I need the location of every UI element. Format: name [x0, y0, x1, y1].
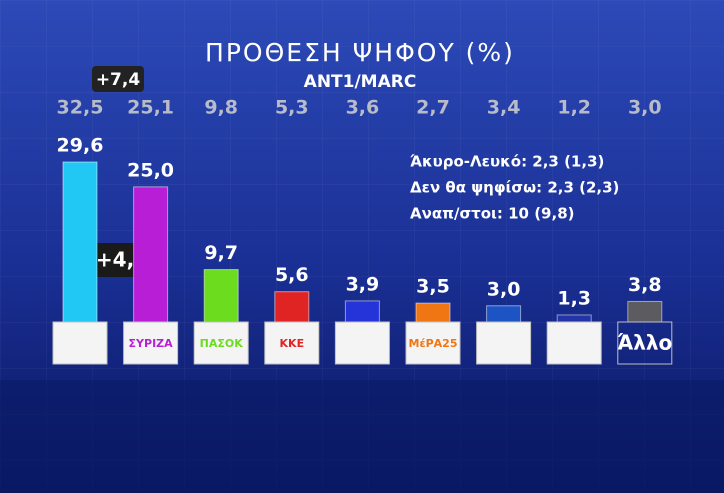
party-logo	[546, 321, 602, 365]
previous-value-label: 5,3	[275, 97, 309, 119]
bar	[274, 291, 310, 323]
value-label: 29,6	[57, 135, 104, 157]
bar	[415, 302, 451, 323]
previous-value-label: 32,5	[57, 97, 104, 119]
party-logo	[264, 321, 320, 365]
party-logo	[123, 321, 179, 365]
previous-value-label: 2,7	[416, 97, 450, 119]
party-logo	[405, 321, 461, 365]
value-label: 3,0	[487, 278, 521, 300]
party-logo	[52, 321, 108, 365]
value-label: 3,9	[346, 273, 380, 295]
bar	[133, 186, 169, 323]
bar	[556, 314, 592, 323]
previous-value-label: 3,0	[628, 97, 662, 119]
x-tick-label: ΚΚΕ	[280, 337, 305, 350]
party-logo	[193, 321, 249, 365]
previous-value-label: 3,4	[487, 97, 521, 119]
annotation-box	[92, 66, 144, 92]
floor	[0, 380, 724, 489]
bar	[62, 161, 98, 323]
bar	[203, 269, 239, 323]
x-tick-label: ΠΑΣΟΚ	[200, 337, 244, 350]
bar	[627, 300, 663, 323]
value-label: 25,0	[127, 159, 174, 181]
note: Άκυρο-Λευκό: 2,3 (1,3)	[410, 153, 604, 171]
x-tick-label: ΣΥΡΙΖΑ	[129, 337, 174, 350]
party-logo	[476, 321, 532, 365]
value-label: 3,5	[416, 276, 450, 298]
bar	[486, 305, 522, 323]
previous-value-label: 1,2	[557, 97, 591, 119]
note: Αναπ/στοι: 10 (9,8)	[410, 205, 574, 223]
value-label: 1,3	[557, 287, 591, 309]
value-label: 3,8	[628, 274, 662, 296]
bar	[344, 300, 380, 323]
value-label: 5,6	[275, 264, 309, 286]
previous-value-label: 3,6	[346, 97, 380, 119]
chart-subtitle: ANT1/MARC	[304, 72, 417, 92]
value-label: 9,7	[204, 242, 238, 264]
previous-value-label: 9,8	[204, 97, 238, 119]
previous-value-label: 25,1	[127, 97, 174, 119]
note: Δεν θα ψηφίσω: 2,3 (2,3)	[410, 179, 619, 197]
annotation: +7,4	[96, 70, 141, 90]
x-tick-label: Άλλο	[617, 331, 672, 355]
x-tick-label: ΜέΡΑ25	[409, 337, 458, 350]
chart-title: ΠΡΟΘΕΣΗ ΨΗΦΟΥ (%)	[205, 38, 515, 67]
party-logo	[334, 321, 390, 365]
party-logo	[617, 321, 673, 365]
